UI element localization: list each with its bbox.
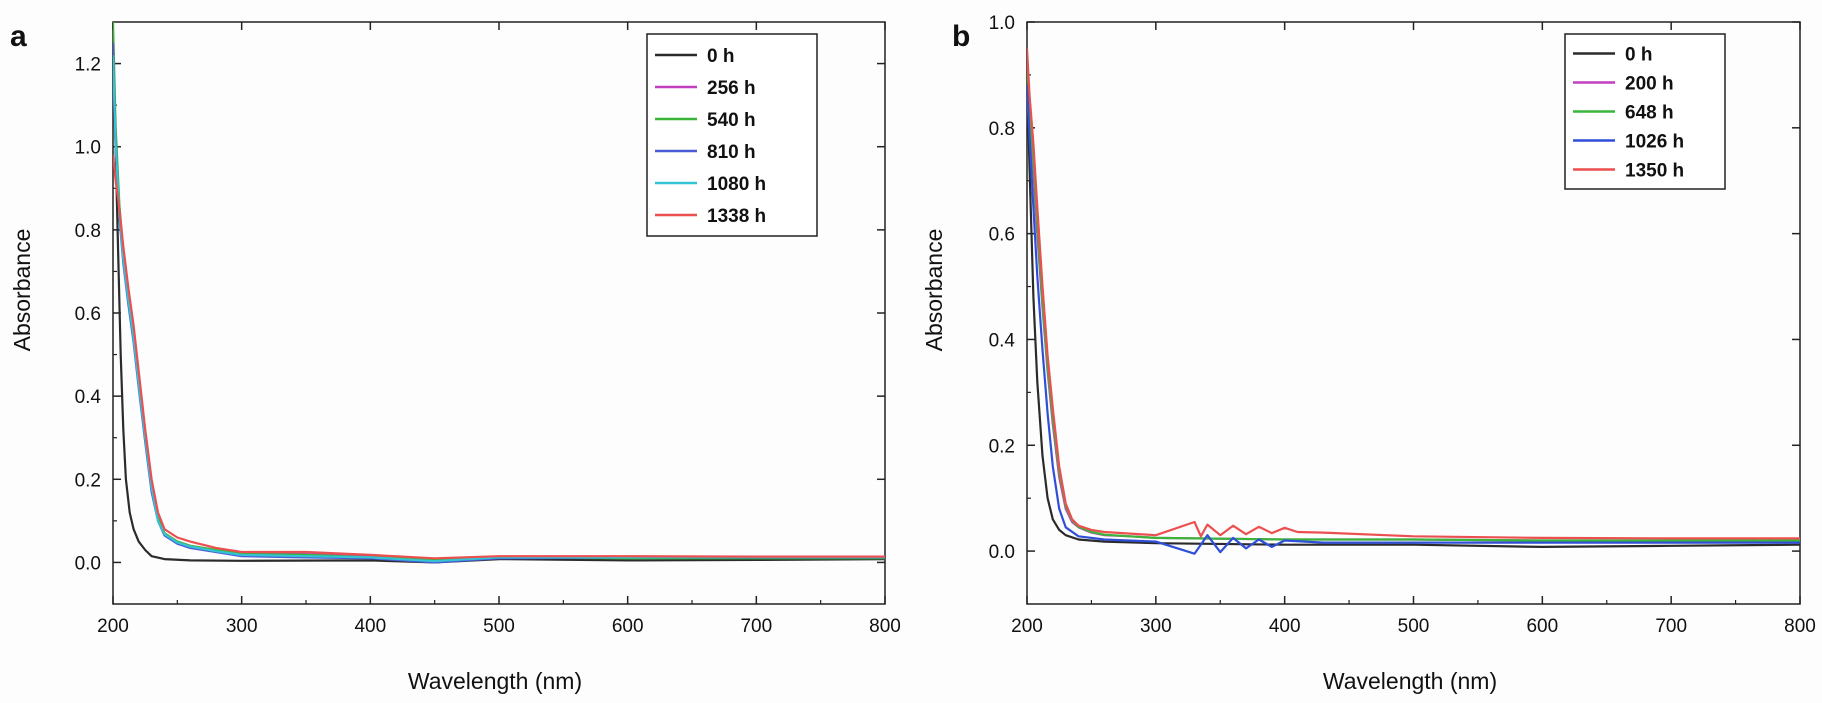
y-tick-label: 1.2 [75, 55, 101, 76]
legend-label: 1026 h [1625, 132, 1684, 153]
y-tick-label: 0.4 [75, 387, 102, 408]
y-tick-label: 1.0 [989, 13, 1015, 34]
x-tick-label: 400 [1269, 616, 1301, 637]
y-tick-label: 0.8 [75, 221, 101, 242]
legend-label: 648 h [1625, 103, 1674, 124]
legend-label: 0 h [1625, 45, 1652, 66]
x-tick-label: 800 [869, 616, 901, 637]
series-line [1027, 48, 1800, 540]
y-tick-label: 0.0 [75, 553, 101, 574]
y-axis-title-b: Absorbance [921, 229, 947, 352]
x-tick-label: 200 [1011, 616, 1043, 637]
panel-a: a Wavelength (nm) Absorbance 200 300 400 50… [9, 20, 901, 694]
panel-letter-b: b [952, 20, 970, 53]
legend-label: 1350 h [1625, 161, 1684, 182]
x-tick-label: 500 [1398, 616, 1430, 637]
x-axis-title-b: Wavelength (nm) [1323, 668, 1497, 694]
y-tick-label: 0.4 [989, 330, 1016, 351]
legend-label: 1338 h [707, 206, 766, 227]
x-tick-label: 200 [97, 616, 129, 637]
legend-box [646, 33, 818, 237]
y-tick-label: 0.6 [75, 304, 101, 325]
y-tick-label: 0.6 [989, 225, 1015, 246]
x-tick-label: 800 [1784, 616, 1816, 637]
x-tick-label: 500 [483, 616, 515, 637]
y-tick-label: 0.2 [75, 470, 101, 491]
legend-label: 810 h [707, 142, 756, 163]
series-line [1027, 74, 1800, 549]
x-tick-label: 600 [612, 616, 644, 637]
series-line [1027, 85, 1800, 555]
x-tick-label: 600 [1526, 616, 1558, 637]
panel-letter-a: a [10, 20, 27, 53]
y-axis-title-a: Absorbance [9, 229, 35, 352]
x-tick-label: 300 [1140, 616, 1172, 637]
x-tick-label: 300 [226, 616, 258, 637]
y-tick-label: 0.8 [989, 119, 1015, 140]
y-tick-label: 0.2 [989, 436, 1015, 457]
panel-b: b Wavelength (nm) Absorbance 200 300 400 50… [921, 13, 1816, 694]
x-tick-label: 700 [740, 616, 772, 637]
x-axis-title-a: Wavelength (nm) [408, 668, 582, 694]
legend-label: 200 h [1625, 74, 1674, 95]
x-tick-label: 700 [1655, 616, 1687, 637]
legend-label: 540 h [707, 110, 756, 131]
legend-label: 0 h [707, 46, 734, 67]
legend-label: 1080 h [707, 174, 766, 195]
series-line [113, 154, 885, 560]
legend-label: 256 h [707, 78, 756, 99]
x-tick-label: 400 [354, 616, 386, 637]
y-tick-label: 1.0 [75, 138, 101, 159]
y-tick-label: 0.0 [989, 542, 1015, 563]
series-line [113, 55, 885, 563]
